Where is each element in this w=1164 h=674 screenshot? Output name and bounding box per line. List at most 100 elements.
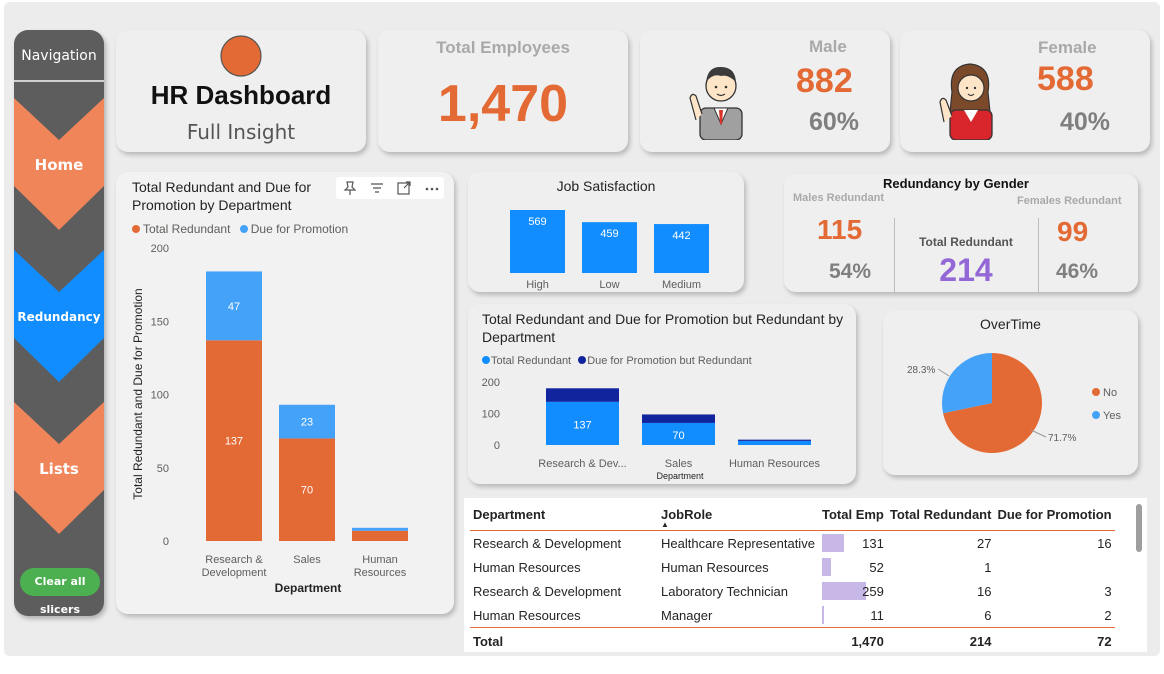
x-tick-label: Sales <box>665 458 693 470</box>
promotion-bar-plot: 200 100 0 137 Research & Dev... 70 Sales Human … <box>482 377 821 481</box>
logo-circle-icon <box>220 35 262 77</box>
more-options-icon[interactable] <box>424 180 440 196</box>
data-label: 70 <box>301 485 313 497</box>
table-row[interactable]: Human Resources Human Resources 52 1 <box>470 555 1115 579</box>
overtime-chart[interactable]: OverTime 71.7% 28.3% No Yes <box>883 310 1138 475</box>
table-row[interactable]: Human Resources Manager 11 6 2 <box>470 603 1115 628</box>
x-axis-label: Department <box>275 581 342 595</box>
column-header-label: JobRole <box>661 506 713 522</box>
data-label: 137 <box>225 436 243 448</box>
cell-total-emp: 259 <box>819 579 887 603</box>
legend-item[interactable]: Total Redundant <box>491 355 572 367</box>
x-tick-label: Development <box>202 567 267 579</box>
data-label: 71.7% <box>1048 433 1076 444</box>
y-tick-label: 0 <box>163 536 169 548</box>
chart-title: Job Satisfaction <box>556 178 656 194</box>
legend-item[interactable]: Total Redundant <box>143 222 231 236</box>
promotion-redundant-chart[interactable]: Total Redundant and Due for Promotion bu… <box>468 304 856 484</box>
total-blank <box>658 627 819 654</box>
table-row[interactable]: Research & Development Laboratory Technic… <box>470 579 1115 603</box>
legend-item: Yes <box>1103 410 1121 422</box>
nav-lists-button[interactable]: Lists <box>14 402 104 534</box>
cell-value: 259 <box>862 583 884 599</box>
chart-title: OverTime <box>980 316 1041 332</box>
nav-home-button[interactable]: Home <box>14 98 104 230</box>
pin-icon[interactable] <box>342 180 358 196</box>
column-header-jobrole[interactable]: JobRole ▲ <box>658 498 819 531</box>
y-tick-label: 150 <box>151 316 169 328</box>
nav-redundancy-button[interactable]: Redundancy <box>14 250 104 382</box>
cell-total-redundant: 1 <box>984 559 992 575</box>
navigation-divider <box>14 80 104 82</box>
filter-icon[interactable] <box>369 180 385 196</box>
data-bar <box>822 558 831 576</box>
y-tick-label: 200 <box>482 377 500 389</box>
pie-slice-yes <box>942 353 992 414</box>
divider <box>894 218 895 294</box>
data-bar <box>822 582 866 600</box>
nav-home-label: Home <box>34 156 84 174</box>
focus-mode-icon[interactable] <box>396 180 412 196</box>
cell-jobrole: Healthcare Representative <box>661 535 815 551</box>
column-header-due-promotion[interactable]: Due for Promotion <box>994 498 1115 531</box>
legend-dot-icon <box>1092 388 1100 396</box>
redundant-bar-plot: 200 150 100 50 0 Total Redundant and Due for … <box>131 243 408 595</box>
data-label: 70 <box>672 430 684 442</box>
data-label: 47 <box>228 301 240 313</box>
chart-title: Total Redundant and Due for Promotion by… <box>132 179 312 213</box>
job-satisfaction-chart[interactable]: Job Satisfaction 569 High 459 Low 442 Medium <box>468 172 744 292</box>
data-label: 569 <box>528 216 546 228</box>
bar-job-satisfaction <box>510 210 565 273</box>
cell-total-emp: 52 <box>819 555 887 579</box>
male-card: Male 882 60% <box>640 30 890 152</box>
redundant-department-chart[interactable]: Total Redundant and Due for Promotion by… <box>116 172 454 614</box>
table-row[interactable]: Research & Development Healthcare Represe… <box>470 531 1115 556</box>
males-redundant-value: 115 <box>817 214 863 245</box>
total-employees-value: 1,470 <box>437 75 569 133</box>
total-emp-value: 1,470 <box>819 627 887 654</box>
total-promotion-value: 72 <box>994 627 1115 654</box>
table-scrollbar[interactable] <box>1136 504 1142 552</box>
cell-jobrole: Manager <box>661 607 713 623</box>
y-tick-label: 200 <box>151 243 169 255</box>
chart-title: Total Redundant and Due for Promotion bu… <box>482 311 844 345</box>
females-redundant-label: Females Redundant <box>1017 195 1122 207</box>
total-redundant-value: 214 <box>886 627 995 654</box>
chevron-down-icon <box>14 402 104 534</box>
nav-redundancy-label: Redundancy <box>17 310 101 324</box>
data-bar <box>822 534 845 552</box>
cell-due-promotion <box>994 555 1114 579</box>
column-header-department[interactable]: Department <box>470 498 658 531</box>
pie-slice-no <box>943 353 1042 453</box>
leader-line <box>937 368 950 377</box>
males-redundant-percent: 54% <box>829 260 872 283</box>
total-employees-label: Total Employees <box>436 38 570 57</box>
navigation-panel: Navigation Home Redundancy Lists Clear a… <box>14 30 104 616</box>
cell-total-redundant: 6 <box>984 607 992 623</box>
bar-due-promotion <box>352 527 408 531</box>
y-tick-label: 50 <box>157 463 169 475</box>
chevron-down-icon <box>14 98 104 230</box>
y-tick-label: 100 <box>151 390 169 402</box>
legend-item[interactable]: Due for Promotion <box>250 222 349 236</box>
cell-jobrole: Human Resources <box>661 559 769 575</box>
legend-dot-icon <box>132 225 140 233</box>
cell-value: 52 <box>869 559 884 575</box>
cell-value: 11 <box>870 607 884 623</box>
data-bar <box>822 606 824 624</box>
cell-due-promotion: 2 <box>1104 607 1112 623</box>
clear-slicers-button[interactable]: Clear all slicers <box>20 568 100 616</box>
x-tick-label: Research & Dev... <box>538 458 626 470</box>
legend-item[interactable]: Due for Promotion but Redundant <box>587 355 752 367</box>
female-percent: 40% <box>1060 108 1111 136</box>
male-percent: 60% <box>809 108 860 136</box>
page-title: HR Dashboard <box>150 80 332 110</box>
cell-total-emp: 11 <box>819 603 887 628</box>
column-header-total-emp[interactable]: Total Emp <box>819 498 887 531</box>
employee-table[interactable]: Department JobRole ▲ Total Emp Total Red… <box>464 498 1147 654</box>
cell-due-promotion: 16 <box>1097 535 1112 551</box>
male-value: 882 <box>796 62 853 100</box>
column-header-total-redundant[interactable]: Total Redundant <box>886 498 995 531</box>
bar-job-satisfaction <box>654 224 709 273</box>
table-header-row: Department JobRole ▲ Total Emp Total Red… <box>470 498 1115 531</box>
